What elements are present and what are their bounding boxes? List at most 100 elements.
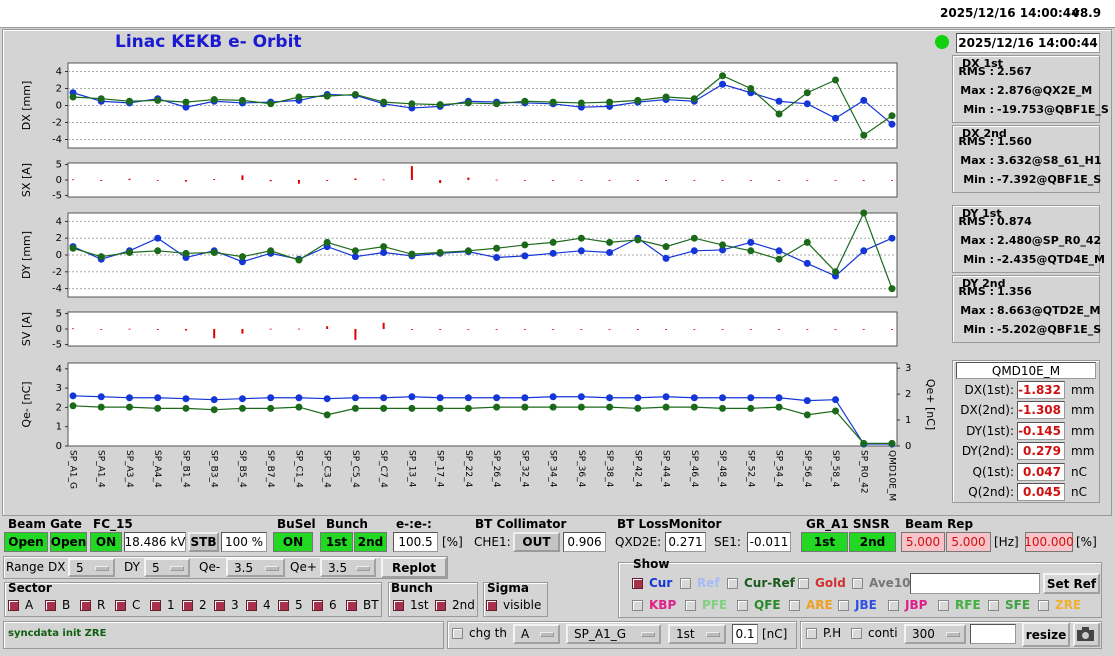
bpm-value: -1.308 <box>1017 401 1065 420</box>
dropdown[interactable]: 1st <box>668 624 726 644</box>
checkbox[interactable] <box>182 600 193 611</box>
checkbox[interactable] <box>838 600 849 611</box>
data-point <box>832 76 840 84</box>
bpm-panel <box>952 360 1100 503</box>
checkbox[interactable] <box>346 600 357 611</box>
data-point <box>97 393 105 401</box>
checkbox[interactable] <box>851 628 862 639</box>
bar <box>749 329 752 330</box>
button[interactable]: Replot <box>381 557 447 578</box>
data-point <box>210 248 218 256</box>
button[interactable]: STB <box>188 532 219 552</box>
checkbox[interactable] <box>115 600 126 611</box>
stats-label: Min : <box>963 323 994 336</box>
data-point <box>182 98 190 106</box>
button[interactable]: OUT <box>513 532 560 552</box>
input[interactable]: 0.1 <box>732 624 758 644</box>
dropdown[interactable]: 300 <box>904 624 966 644</box>
bpm-unit: mm <box>1071 423 1095 438</box>
data-point <box>521 394 529 402</box>
button[interactable]: Set Ref <box>1043 573 1100 594</box>
ave-input[interactable] <box>910 573 1040 594</box>
checkbox[interactable] <box>938 600 949 611</box>
data-point <box>182 249 190 257</box>
group-frame <box>4 582 382 617</box>
dropdown[interactable]: 3.5 <box>226 558 285 577</box>
text-input[interactable] <box>970 624 1016 644</box>
button[interactable]: Open <box>4 532 48 552</box>
x-tick-label: SP_B5_4 <box>237 450 247 488</box>
checkbox[interactable] <box>486 600 497 611</box>
group-frame <box>483 582 548 617</box>
dropdown[interactable]: A <box>513 624 560 644</box>
checkbox[interactable] <box>45 600 56 611</box>
checkbox[interactable] <box>737 600 748 611</box>
camera-button[interactable] <box>1073 622 1100 647</box>
bar <box>693 329 696 330</box>
data-point <box>662 393 670 401</box>
button[interactable]: resize <box>1022 622 1070 647</box>
checkbox[interactable] <box>806 628 817 639</box>
checkbox[interactable] <box>632 578 643 589</box>
bar <box>297 180 300 184</box>
checkbox[interactable] <box>80 600 91 611</box>
group-label: GR_A1 SNSR <box>806 517 890 531</box>
checkbox[interactable] <box>632 600 643 611</box>
group-label: Sigma <box>487 581 529 595</box>
data-point <box>803 411 811 419</box>
checkbox[interactable] <box>852 578 863 589</box>
checkbox[interactable] <box>393 600 404 611</box>
x-tick-label: SP_58_4 <box>830 450 840 488</box>
bar <box>778 329 781 330</box>
checkbox[interactable] <box>1038 600 1049 611</box>
bar <box>100 329 103 330</box>
stats-title: DX 2nd <box>962 127 1007 140</box>
button[interactable]: 1st <box>320 532 353 552</box>
checkbox[interactable] <box>312 600 323 611</box>
checkbox[interactable] <box>727 578 738 589</box>
plot-area <box>67 362 898 447</box>
button[interactable]: 2nd <box>849 532 896 552</box>
checkbox[interactable] <box>685 600 696 611</box>
dropdown[interactable]: 5 <box>144 558 190 577</box>
data-point <box>549 98 557 106</box>
data-point <box>832 268 840 276</box>
button[interactable]: ON <box>90 532 122 552</box>
data-point <box>493 403 501 411</box>
button[interactable]: 1st <box>801 532 848 552</box>
bar <box>467 329 470 330</box>
y-tick-label: 4 <box>56 216 62 227</box>
checkbox[interactable] <box>789 600 800 611</box>
y-tick-label: -4 <box>52 284 62 295</box>
data-point <box>436 248 444 256</box>
x-tick-label: SP_B3_4 <box>209 450 219 488</box>
checkbox[interactable] <box>8 600 19 611</box>
checkbox[interactable] <box>246 600 257 611</box>
checkbox[interactable] <box>150 600 161 611</box>
checkbox[interactable] <box>452 628 463 639</box>
checkbox[interactable] <box>680 578 691 589</box>
checkbox[interactable] <box>278 600 289 611</box>
checkbox[interactable] <box>214 600 225 611</box>
field-label: Qe- <box>199 560 221 574</box>
x-tick-label: SP_54_4 <box>774 450 784 488</box>
checkbox[interactable] <box>988 600 999 611</box>
series-line <box>72 405 892 445</box>
data-point <box>267 404 275 412</box>
button[interactable]: ON <box>273 532 313 552</box>
checkbox[interactable] <box>435 600 446 611</box>
dropdown[interactable]: SP_A1_G <box>566 624 661 644</box>
button[interactable]: Open <box>50 532 87 552</box>
button[interactable]: 2nd <box>354 532 387 552</box>
data-point <box>351 90 359 98</box>
checkbox[interactable] <box>798 578 809 589</box>
readout: 0.906 <box>563 532 606 552</box>
data-point <box>493 254 501 262</box>
series-line <box>72 75 893 137</box>
bar <box>721 329 724 330</box>
dropdown[interactable]: 3.5 <box>320 558 376 577</box>
dropdown[interactable]: 5 <box>68 558 115 577</box>
checkbox-label: 4 <box>263 598 271 612</box>
data-point <box>747 404 755 412</box>
checkbox[interactable] <box>888 600 899 611</box>
